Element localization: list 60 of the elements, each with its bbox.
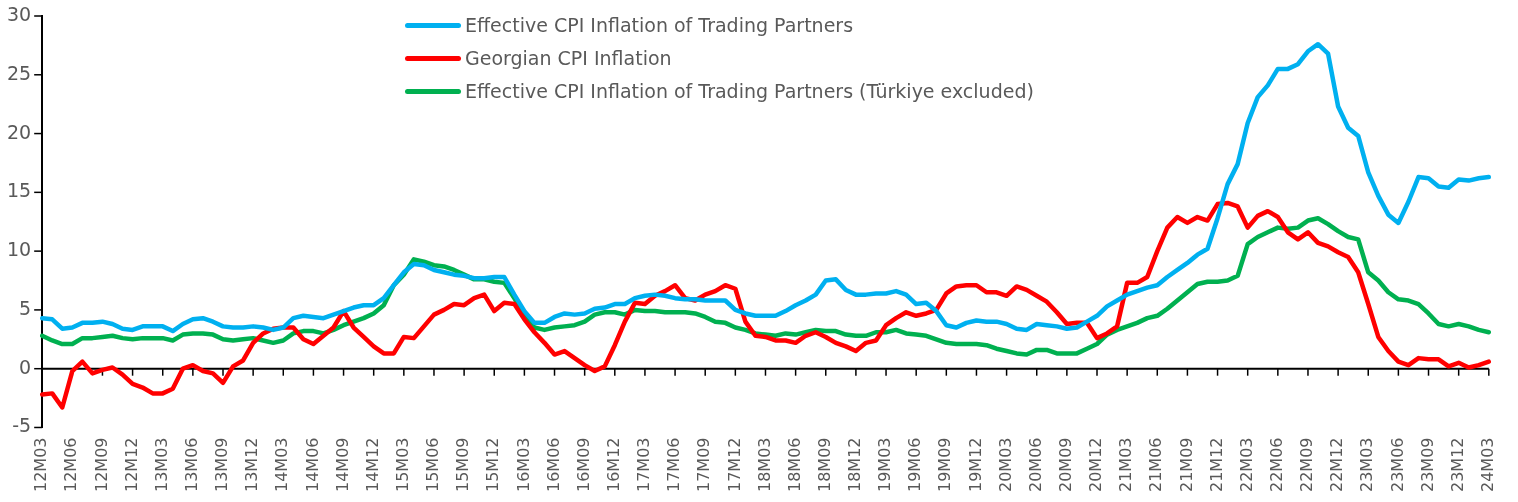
x-tick-label: 16M09	[573, 437, 593, 493]
x-tick-label: 21M03	[1116, 437, 1136, 493]
y-tick-label: 10	[6, 238, 32, 261]
x-tick-label: 22M03	[1236, 437, 1256, 493]
legend-label: Effective CPI Inflation of Trading Partners	[465, 14, 854, 36]
x-tick-label: 18M09	[814, 437, 834, 493]
x-tick-label: 20M12	[1086, 437, 1106, 493]
x-tick-label: 23M12	[1447, 437, 1467, 493]
x-tick-label: 16M12	[603, 437, 623, 493]
x-tick-label: 21M09	[1176, 437, 1196, 493]
x-tick-label: 15M06	[423, 437, 443, 493]
y-tick-label: -5	[12, 414, 32, 437]
x-tick-label: 18M03	[754, 437, 774, 493]
x-tick-label: 14M03	[272, 437, 292, 493]
x-tick-label: 12M12	[121, 437, 141, 493]
x-tick-label: 19M03	[875, 437, 895, 493]
x-tick-label: 19M06	[905, 437, 925, 493]
x-tick-label: 20M06	[1025, 437, 1045, 493]
x-tick-label: 22M06	[1266, 437, 1286, 493]
x-tick-label: 19M12	[965, 437, 985, 493]
x-tick-label: 23M06	[1387, 437, 1407, 493]
y-tick-label: 20	[6, 120, 32, 143]
x-tick-label: 20M03	[995, 437, 1015, 493]
x-tick-label: 16M03	[513, 437, 533, 493]
x-tick-label: 22M09	[1297, 437, 1317, 493]
x-tick-label: 20M09	[1056, 437, 1076, 493]
y-tick-label: 15	[6, 179, 32, 202]
x-tick-label: 22M12	[1327, 437, 1347, 493]
legend-label: Effective CPI Inflation of Trading Partners (Türkiye excluded)	[465, 80, 1034, 102]
y-tick-label: 5	[19, 296, 32, 319]
x-tick-label: 17M03	[634, 437, 654, 493]
x-tick-label: 15M09	[453, 437, 473, 493]
x-tick-label: 13M12	[242, 437, 262, 493]
x-tick-label: 21M06	[1146, 437, 1166, 493]
x-tick-label: 21M12	[1206, 437, 1226, 493]
x-tick-label: 14M09	[332, 437, 352, 493]
y-tick-label: 25	[6, 61, 32, 84]
y-tick-label: 0	[19, 355, 32, 378]
x-tick-label: 16M06	[543, 437, 563, 493]
x-tick-label: 19M09	[935, 437, 955, 493]
x-tick-label: 18M06	[784, 437, 804, 493]
x-tick-label: 12M09	[91, 437, 111, 493]
x-tick-label: 13M03	[151, 437, 171, 493]
x-tick-label: 12M03	[31, 437, 51, 493]
x-tick-label: 12M06	[61, 437, 81, 493]
x-tick-label: 14M06	[302, 437, 322, 493]
x-tick-label: 13M09	[212, 437, 232, 493]
x-tick-label: 17M09	[694, 437, 714, 493]
legend-label: Georgian CPI Inflation	[465, 47, 672, 69]
x-tick-label: 17M06	[664, 437, 684, 493]
x-tick-label: 18M12	[845, 437, 865, 493]
x-tick-label: 15M12	[483, 437, 503, 493]
x-tick-label: 15M03	[392, 437, 412, 493]
y-tick-label: 30	[6, 2, 32, 25]
x-tick-label: 13M06	[182, 437, 202, 493]
x-tick-label: 17M12	[724, 437, 744, 493]
x-tick-label: 14M12	[362, 437, 382, 493]
x-tick-label: 23M03	[1357, 437, 1377, 493]
x-tick-label: 24M03	[1477, 437, 1497, 493]
x-tick-label: 23M09	[1417, 437, 1437, 493]
